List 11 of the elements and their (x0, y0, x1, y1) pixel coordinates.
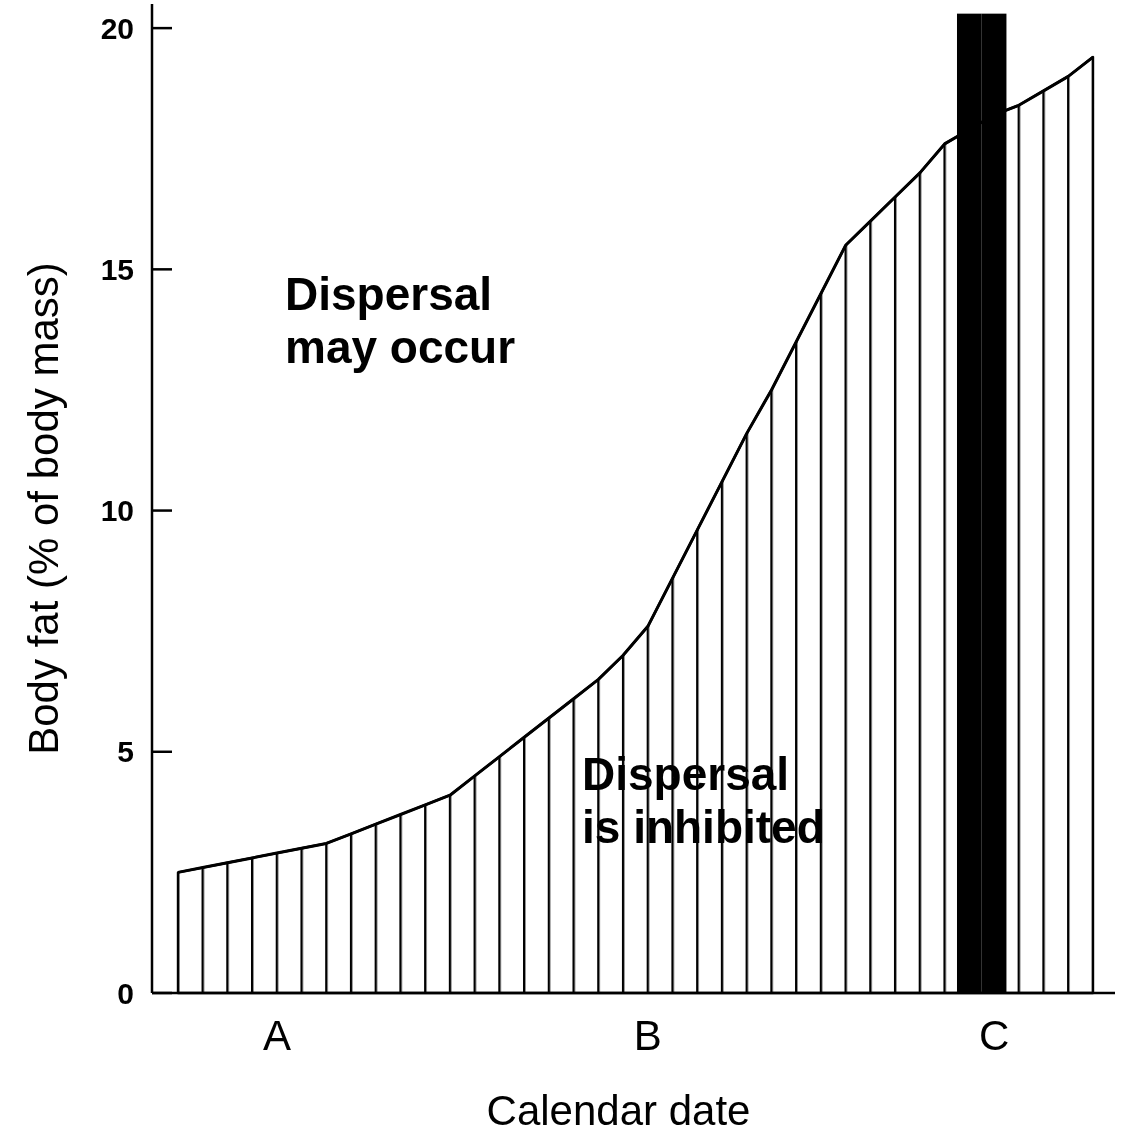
annotation: Dispersal may occur (285, 268, 516, 373)
y-tick-label: 0 (117, 976, 134, 1010)
y-axis-title: Body fat (% of body mass) (20, 262, 67, 755)
x-tick-label: A (262, 1012, 291, 1059)
x-axis-title: Calendar date (486, 1087, 751, 1134)
x-tick-label: C (978, 1012, 1010, 1059)
y-tick-label: 20 (100, 11, 134, 45)
y-tick-label: 10 (100, 494, 134, 528)
y-tick-label: 15 (100, 252, 134, 286)
x-tick-label: B (633, 1012, 662, 1059)
y-tick-label: 5 (117, 735, 134, 769)
